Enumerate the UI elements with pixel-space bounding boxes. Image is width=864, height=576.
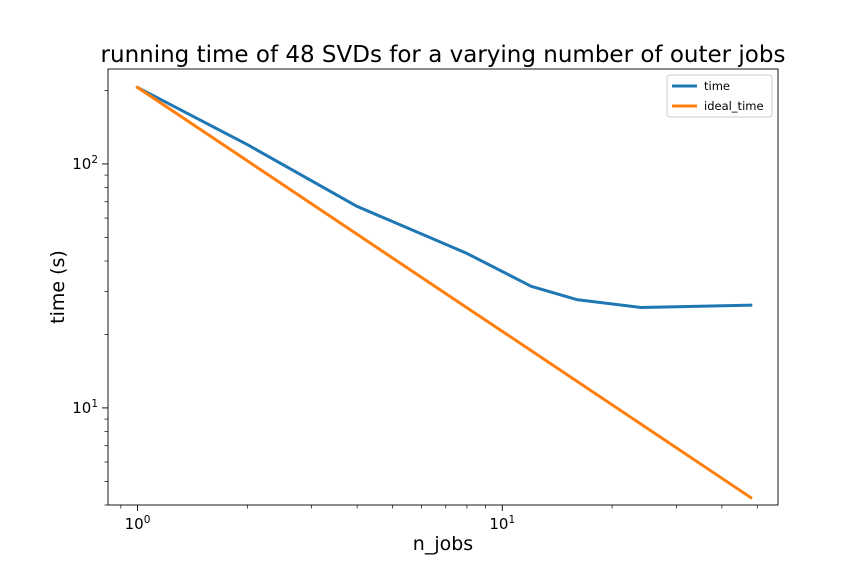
chart-title: running time of 48 SVDs for a varying nu… <box>101 42 786 68</box>
legend: time ideal_time <box>666 74 773 118</box>
x-tick-label: 100 <box>125 514 151 533</box>
legend-label-ideal-time: ideal_time <box>704 99 764 113</box>
x-axis-ticks: 100 101 <box>120 505 758 533</box>
y-axis-label: time (s) <box>47 250 69 324</box>
x-axis-label: n_jobs <box>413 533 473 555</box>
series-line-time <box>135 85 753 309</box>
y-tick-label: 101 <box>72 398 98 417</box>
plot-area <box>107 68 779 506</box>
series-line-ideal-time <box>135 85 753 500</box>
legend-items: time ideal_time <box>672 79 764 113</box>
series-layer <box>135 85 753 500</box>
y-tick-label: 102 <box>72 154 98 173</box>
legend-label-time: time <box>704 79 730 93</box>
y-axis-ticks: 101 102 <box>72 90 108 506</box>
x-tick-label: 101 <box>489 514 515 533</box>
